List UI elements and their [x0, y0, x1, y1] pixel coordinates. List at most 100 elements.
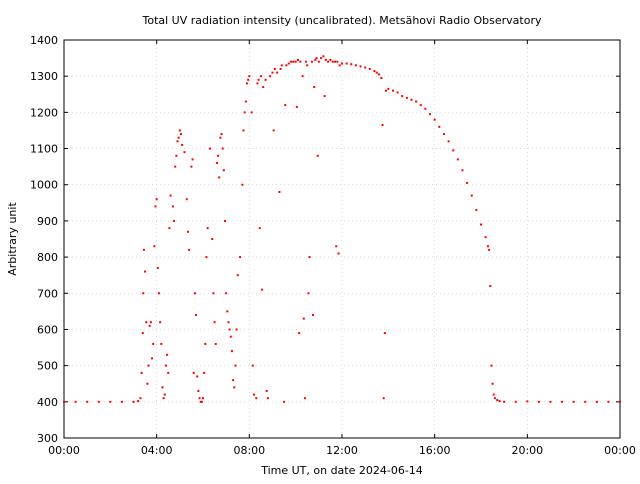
- data-point: [261, 288, 264, 291]
- data-point: [63, 400, 65, 403]
- data-point: [186, 230, 189, 233]
- data-point: [255, 397, 258, 400]
- data-point: [192, 371, 195, 374]
- data-point: [168, 227, 171, 230]
- data-point: [142, 292, 145, 295]
- data-point: [185, 198, 188, 201]
- plot-frame: [63, 39, 621, 439]
- data-point: [381, 124, 384, 127]
- x-tick-label: 00:00: [604, 444, 636, 457]
- data-point: [296, 58, 299, 61]
- data-point: [305, 60, 308, 63]
- data-point: [262, 86, 265, 89]
- data-point: [283, 400, 286, 403]
- data-point: [526, 400, 529, 403]
- data-point: [204, 342, 207, 345]
- data-point: [410, 98, 413, 101]
- y-tick-label: 800: [37, 251, 58, 264]
- data-point: [561, 400, 564, 403]
- data-point: [205, 256, 208, 259]
- data-point: [200, 400, 203, 403]
- data-point: [496, 399, 499, 402]
- data-point: [572, 400, 575, 403]
- data-point: [354, 64, 357, 67]
- data-point: [306, 64, 309, 67]
- x-axis-label: Time UT, on date 2024-06-14: [260, 464, 423, 477]
- data-point: [415, 100, 418, 103]
- x-tick-label: 20:00: [511, 444, 543, 457]
- data-point: [338, 64, 341, 67]
- data-point: [169, 194, 172, 197]
- data-point: [247, 78, 250, 81]
- data-point: [162, 397, 165, 400]
- data-point: [378, 73, 381, 76]
- data-point: [217, 154, 220, 157]
- data-point: [503, 400, 506, 403]
- data-point: [295, 105, 298, 108]
- x-tick-label: 12:00: [326, 444, 358, 457]
- data-point: [327, 60, 330, 63]
- data-point: [299, 60, 302, 63]
- data-point: [235, 328, 238, 331]
- data-point: [264, 78, 267, 81]
- data-point: [314, 58, 317, 61]
- data-point: [132, 400, 135, 403]
- data-point: [324, 58, 327, 61]
- data-point: [191, 158, 194, 161]
- data-point: [159, 321, 162, 324]
- data-point: [310, 60, 313, 63]
- data-point: [212, 292, 215, 295]
- data-point: [461, 169, 464, 172]
- data-point: [271, 71, 274, 74]
- data-point: [151, 357, 154, 360]
- data-point: [215, 162, 218, 165]
- data-point: [203, 371, 206, 374]
- data-point: [336, 60, 339, 63]
- data-point: [272, 129, 275, 132]
- data-point: [345, 62, 348, 65]
- data-point: [405, 96, 408, 99]
- data-point: [317, 60, 320, 63]
- data-point: [174, 165, 177, 168]
- data-point: [232, 379, 235, 382]
- data-point: [442, 133, 445, 136]
- data-point: [167, 371, 170, 374]
- data-point: [214, 342, 217, 345]
- data-point: [382, 397, 385, 400]
- data-point: [139, 397, 142, 400]
- data-point: [233, 386, 236, 389]
- data-point: [322, 55, 325, 58]
- data-point: [224, 219, 227, 222]
- data-point: [385, 89, 388, 92]
- data-point: [466, 181, 469, 184]
- y-tick-label: 1100: [30, 143, 58, 156]
- y-tick-label: 600: [37, 323, 58, 336]
- data-point: [243, 111, 246, 114]
- data-point: [290, 60, 293, 63]
- x-tick-label: 08:00: [233, 444, 265, 457]
- data-point: [179, 133, 182, 136]
- data-point: [258, 227, 261, 230]
- data-point: [144, 270, 147, 273]
- data-point: [222, 169, 225, 172]
- data-point: [475, 209, 478, 212]
- data-point: [181, 143, 184, 146]
- y-axis-label: Arbitrary unit: [6, 202, 19, 276]
- data-point: [387, 87, 390, 90]
- data-point: [498, 400, 501, 403]
- data-point: [350, 63, 353, 66]
- data-point: [391, 89, 394, 92]
- data-point: [396, 91, 399, 94]
- data-point: [246, 82, 249, 85]
- data-point: [447, 140, 450, 143]
- data-point: [236, 274, 239, 277]
- data-point: [433, 118, 436, 121]
- data-point: [359, 65, 362, 68]
- data-point: [331, 60, 334, 63]
- y-tick-label: 300: [37, 432, 58, 445]
- data-point: [549, 400, 552, 403]
- data-point: [537, 400, 540, 403]
- data-point: [242, 129, 245, 132]
- y-tick-label: 500: [37, 360, 58, 373]
- data-point: [176, 140, 179, 143]
